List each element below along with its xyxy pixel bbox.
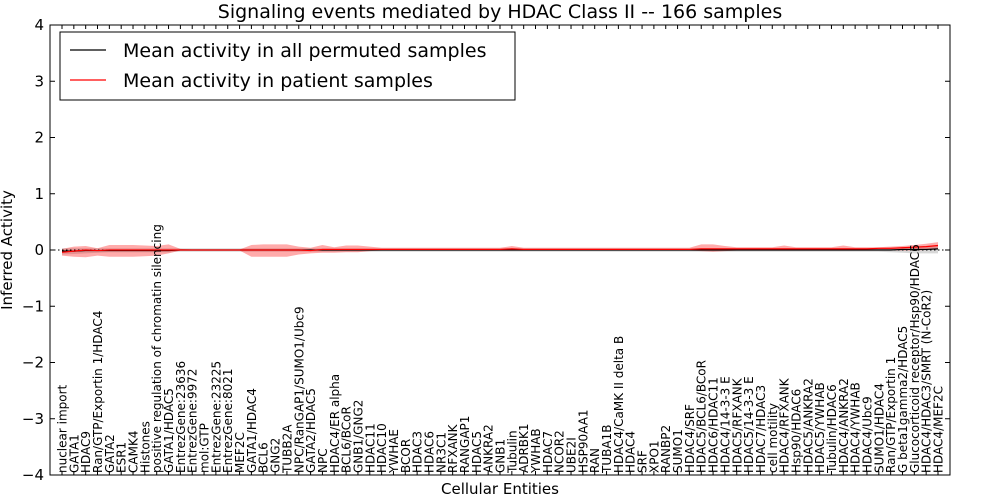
x-tick-label: HDAC7/HDAC3 [754,385,768,473]
x-tick-label: HDAC5/BCL6/BCoR [695,360,709,473]
x-tick-label: GATA1/HDAC4 [245,388,259,473]
x-tick-label: HDAC4/ER alpha [328,374,342,473]
x-tick-label: BCL6/BCoR [340,406,354,473]
x-tick-label: GNG2 [269,438,283,473]
x-tick-label: HDAC6/HDAC11 [707,377,721,473]
y-tick-label: 1 [34,185,44,203]
x-tick-label: NPC/RanGAP1/SUMO1/Ubc9 [292,306,306,473]
x-tick-labels: nuclear importGATA1HDAC9Ran/GTP/Exportin… [56,224,946,474]
legend-box [59,31,516,101]
x-tick-label: HDAC9 [79,431,93,473]
x-tick-label: TUBA1B [600,425,614,474]
x-tick-label: HDAC4/RFXANK [778,377,792,473]
x-tick-label: HSP90AA1 [576,409,590,473]
x-tick-label: HDAC4/CaMK II delta B [612,336,626,473]
x-tick-label: RANGAP1 [458,416,472,473]
x-tick-label: Tubulin [505,430,519,474]
x-tick-label: GNB1/GNG2 [351,400,365,473]
x-tick-label: SRF [636,450,650,473]
x-tick-label: nuclear import [56,384,70,473]
y-tick-label: −4 [22,466,44,484]
y-tick-label: 4 [34,16,44,34]
x-tick-label: Ran/GTP/Exportin 1 [884,357,898,473]
x-tick-label: UBE2I [565,437,579,473]
x-tick-label: ANKRA2 [482,424,496,473]
y-tick-label: 0 [34,241,44,259]
x-tick-label: MEF2C [233,432,247,473]
y-tick-label: −1 [22,297,44,315]
x-tick-label: GNB1 [494,439,508,473]
x-tick-label: HDAC5/RFXANK [730,377,744,473]
y-tick-label: 3 [34,72,44,90]
x-tick-label: ESR1 [115,442,129,473]
x-tick-label: BCOR [399,439,413,473]
x-tick-label: RAN [588,448,602,473]
x-tick-label: cell motility [766,403,780,473]
x-tick-label: Tubulin/HDAC6 [825,384,839,474]
x-tick-label: EntrezGene:23225 [209,361,223,473]
x-tick-label: NCOR2 [553,430,567,473]
y-tick-label: −3 [22,410,44,428]
x-axis-title: Cellular Entities [441,480,559,498]
x-tick-label: XPO1 [647,440,661,473]
x-tick-label: GATA2 [103,434,117,473]
x-tick-label: NPC [316,448,330,473]
x-tick-label: HDAC11 [363,423,377,473]
x-tick-label: TUBB2A [280,424,294,474]
legend: Mean activity in all permuted samples Me… [59,31,516,101]
x-tick-label: HDAC5/ANKRA2 [801,378,815,473]
x-tick-label: ADRBK1 [517,423,531,473]
x-tick-label: HDAC4/MEF2C [932,386,946,473]
x-tick-label: GATA2/HDAC5 [304,388,318,473]
x-tick-label: EntrezGene:8021 [221,369,235,474]
x-tick-label: HDAC4/14-3-3 E [718,376,732,473]
y-tick-label: −2 [22,354,44,372]
y-axis-title: Inferred Activity [0,190,16,310]
series-lines [50,244,950,253]
x-tick-label: YWHAE [387,429,401,474]
axes: −4 −3 −2 −1 0 1 2 3 4 [22,16,951,484]
x-tick-label: HDAC3 [411,431,425,473]
x-tick-label: SUMO1/HDAC4 [872,383,886,473]
y-tick-label: 2 [34,129,44,147]
chart-title: Signaling events mediated by HDAC Class … [218,1,782,23]
x-tick-label: HDAC4/YWHAB [849,382,863,473]
x-tick-label: EntrezGene:9972 [186,369,200,474]
legend-label-permuted: Mean activity in all permuted samples [123,40,486,62]
x-tick-label: HDAC4 [624,431,638,473]
x-tick-label: SUMO1 [671,429,685,473]
x-tick-label: BCL6 [257,442,271,473]
x-tick-label: mol:GTP [198,423,212,473]
x-tick-label: GATA1/HDAC5 [162,388,176,473]
x-tick-label: Histones [138,421,152,473]
x-tick-label: Glucocorticoid receptor/Hsp90/HDAC6 [908,244,922,473]
x-tick-label: RFXANK [446,423,460,473]
x-tick-label: Ran/GTP/Exportin 1/HDAC4 [91,311,105,473]
x-tick-label: HDAC5 [470,431,484,473]
x-tick-label: HDAC5/YWHAB [813,382,827,473]
legend-label-patient: Mean activity in patient samples [123,70,433,92]
x-tick-label: HDAC10 [375,423,389,473]
x-tick-label: positive regulation of chromatin silenci… [150,224,164,473]
x-tick-label: HDAC7 [541,431,555,473]
x-tick-label: RANBP2 [659,425,673,473]
patient-mean-line [61,244,939,253]
x-tick-label: Hsp90/HDAC6 [789,389,803,473]
x-tick-label: HDAC6 [422,431,436,473]
x-tick-label: HDAC5/14-3-3 E [742,376,756,473]
x-tick-label: G beta1gamma2/HDAC5 [896,326,910,473]
x-tick-label: HDAC4/ANKRA2 [837,378,851,473]
x-tick-label: HDAC4/SRF [683,404,697,473]
x-tick-label: NR3C1 [434,432,448,473]
x-tick-label: GATA1 [67,434,81,473]
x-tick-label: HDAC4/HDAC3/SMRT (N-CoR2) [920,290,934,473]
x-tick-label: EntrezGene:23636 [174,361,188,473]
x-tick-label: YWHAB [529,428,543,474]
x-tick-label: CAMK4 [127,431,141,473]
x-tick-label: HDAC4/Ubc9 [860,396,874,473]
